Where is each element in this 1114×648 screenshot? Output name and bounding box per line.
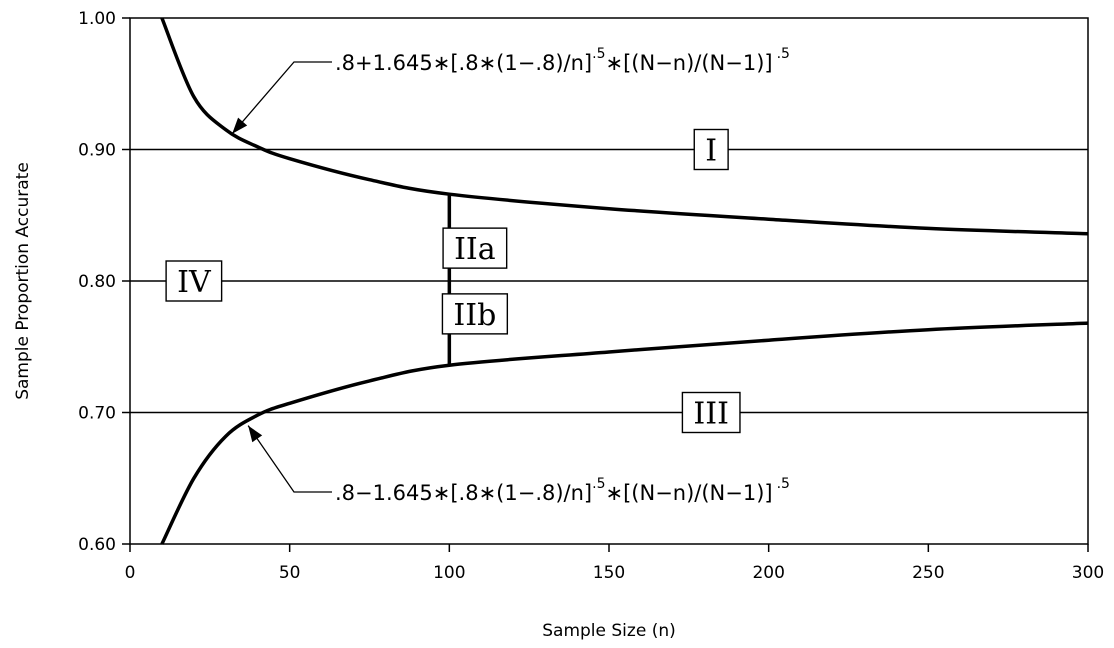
y-tick-label: 0.80 <box>78 272 116 292</box>
lower-arrowhead <box>248 425 263 443</box>
x-axis-title: Sample Size (n) <box>542 621 676 641</box>
region-label-i: I <box>693 128 729 171</box>
lower-formula: .8−1.645∗[.8∗(1−.8)/n].5∗[(N−n)/(N−1)] .5 <box>335 476 790 505</box>
upper-leader <box>231 61 332 135</box>
x-tick-label: 250 <box>912 563 944 583</box>
region-box <box>681 391 741 434</box>
upper-formula-main: .8+1.645∗[.8∗(1−.8)/n] <box>335 51 592 75</box>
upper-curve <box>160 17 1089 236</box>
region-text: III <box>693 397 729 432</box>
lower-formula-main: .8−1.645∗[.8∗(1−.8)/n] <box>335 481 592 505</box>
y-tick-label: 0.60 <box>78 535 116 555</box>
region-text: IIb <box>453 298 496 333</box>
region-label-iib: IIb <box>441 293 509 335</box>
region-box <box>441 293 509 335</box>
curves <box>160 17 1089 545</box>
gridlines <box>130 148 1088 414</box>
region-labels: I IIa IIb III IV <box>165 128 741 434</box>
region-text: IV <box>177 265 212 300</box>
y-axis-title: Sample Proportion Accurate <box>13 162 33 400</box>
y-tick-label: 1.00 <box>78 9 116 29</box>
y-tick-label: 0.90 <box>78 141 116 161</box>
lower-leader <box>247 425 332 493</box>
upper-arrowhead <box>232 117 248 134</box>
upper-formula-exp1: .5 <box>592 46 605 62</box>
region-label-iv: IV <box>165 260 223 302</box>
axis-ticks: 0 50 100 150 200 250 300 0.60 0.70 0.80 0.90 1.00 <box>78 9 1104 583</box>
x-tick-label: 100 <box>433 563 465 583</box>
lower-formula-mid: ∗[(N−n)/(N−1)] <box>606 481 773 505</box>
region-box <box>442 227 508 269</box>
x-tick-label: 150 <box>593 563 625 583</box>
formula-annotations: .8+1.645∗[.8∗(1−.8)/n].5∗[(N−n)/(N−1)] .5… <box>231 46 790 505</box>
lower-formula-exp1: .5 <box>592 476 605 492</box>
x-tick-label: 50 <box>279 563 301 583</box>
x-tick-label: 300 <box>1072 563 1104 583</box>
upper-formula: .8+1.645∗[.8∗(1−.8)/n].5∗[(N−n)/(N−1)] .5 <box>335 46 790 75</box>
region-label-iia: IIa <box>442 227 508 269</box>
upper-formula-exp2: .5 <box>777 46 790 62</box>
x-tick-label: 0 <box>125 563 136 583</box>
region-label-iii: III <box>681 391 741 434</box>
region-box <box>165 260 223 302</box>
x-tick-label: 200 <box>752 563 784 583</box>
lower-formula-exp2: .5 <box>777 476 790 492</box>
region-text: I <box>705 134 717 169</box>
region-box <box>693 128 729 171</box>
lower-curve <box>160 321 1089 545</box>
region-text: IIa <box>454 232 496 267</box>
upper-formula-mid: ∗[(N−n)/(N−1)] <box>606 51 773 75</box>
y-tick-label: 0.70 <box>78 404 116 424</box>
